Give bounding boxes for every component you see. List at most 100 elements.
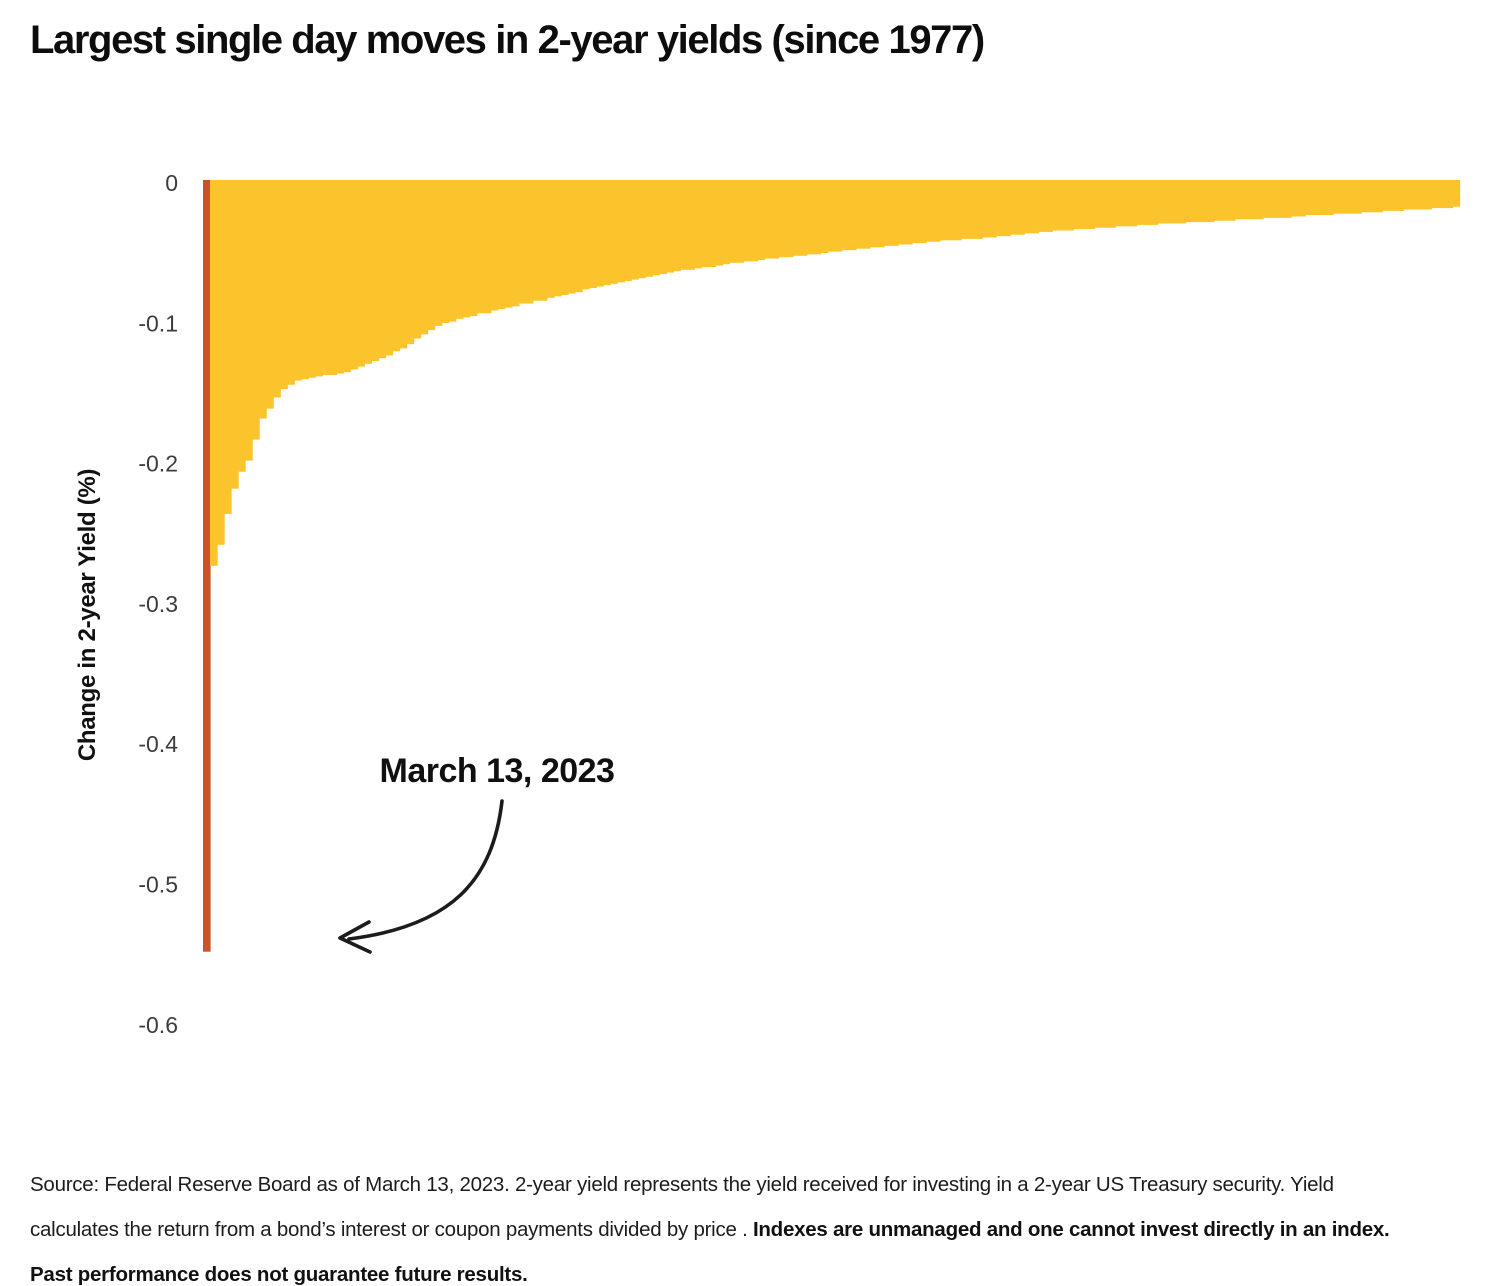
bar: [1150, 180, 1159, 225]
bar: [1220, 180, 1229, 221]
bar: [834, 180, 843, 252]
bar: [539, 180, 548, 301]
bar: [364, 180, 373, 364]
bar: [1403, 180, 1412, 210]
bar: [1213, 180, 1222, 221]
bar: [1122, 180, 1131, 227]
bar: [694, 180, 703, 269]
bar: [1178, 180, 1187, 224]
bar: [1445, 180, 1454, 209]
bar: [434, 180, 443, 326]
bar: [1234, 180, 1243, 220]
bar: [371, 180, 380, 361]
bar: [982, 180, 990, 238]
bar: [687, 180, 695, 270]
bar: [666, 180, 674, 273]
bar: [933, 180, 941, 242]
bar: [575, 180, 583, 293]
bar: [1431, 180, 1440, 209]
bar: [1080, 180, 1089, 230]
bar: [736, 180, 745, 263]
bar: [266, 180, 274, 409]
bar: [1073, 180, 1082, 230]
bar: [1284, 180, 1292, 218]
bar: [294, 180, 302, 381]
bar: [1227, 180, 1236, 221]
bar: [912, 180, 920, 244]
bar: [217, 180, 225, 545]
bar: [876, 180, 885, 248]
bar: [1263, 180, 1271, 218]
bar: [420, 180, 429, 335]
highlighted-bar: [203, 180, 211, 952]
bar: [1017, 180, 1025, 235]
bar: [497, 180, 506, 310]
bar: [1101, 180, 1110, 228]
bar: [1256, 180, 1264, 220]
bar: [336, 180, 344, 374]
bar: [1136, 180, 1145, 225]
bar: [476, 180, 485, 314]
bar: [785, 180, 794, 258]
bar: [673, 180, 681, 272]
bar: [820, 180, 829, 253]
bar: [869, 180, 878, 248]
bar: [947, 180, 955, 241]
bar: [827, 180, 836, 252]
y-tick-label: -0.4: [138, 731, 178, 757]
bar: [883, 180, 892, 246]
bar: [1164, 180, 1173, 224]
bar: [905, 180, 913, 245]
y-axis-tick-labels: 0 -0.1 -0.2 -0.3 -0.4 -0.5 -0.6: [138, 170, 178, 1038]
y-tick-label: -0.1: [138, 310, 178, 336]
bar: [792, 180, 801, 256]
source-note-line2-bold: Indexes are unmanaged and one cannot inv…: [752, 1218, 1390, 1241]
bar: [610, 180, 618, 284]
bar: [287, 180, 295, 385]
bar: [1045, 180, 1054, 232]
bar: [1312, 180, 1320, 216]
bar: [1368, 180, 1376, 213]
bar: [659, 180, 667, 274]
bar: [1031, 180, 1039, 234]
bar: [406, 180, 415, 345]
bar: [1270, 180, 1278, 218]
bar: [280, 180, 288, 389]
bar: [273, 180, 281, 398]
bar: [231, 180, 239, 489]
bar: [378, 180, 387, 359]
bar: [926, 180, 934, 242]
bar: [764, 180, 773, 259]
bar: [841, 180, 850, 251]
bar: [771, 180, 780, 259]
bar: [638, 180, 646, 279]
bar: [561, 180, 569, 295]
bar: [525, 180, 534, 304]
bar: [1291, 180, 1299, 217]
bar: [848, 180, 857, 251]
bar: [1410, 180, 1419, 210]
bar: [413, 180, 422, 339]
bar: [245, 180, 253, 461]
bar: [624, 180, 632, 281]
bar: [968, 180, 976, 239]
bar: [701, 180, 710, 267]
bar: [1192, 180, 1201, 223]
bar: [350, 180, 359, 370]
bar: [343, 180, 352, 373]
bar: [1157, 180, 1166, 224]
bar: [862, 180, 871, 249]
bar: [238, 180, 246, 472]
bar: [315, 180, 323, 377]
bar: [399, 180, 408, 349]
bar: [1010, 180, 1018, 235]
bar: [1396, 180, 1405, 211]
bar: [1326, 180, 1334, 216]
bar: [940, 180, 948, 241]
bar: [1438, 180, 1447, 209]
bar: [301, 180, 309, 380]
bar: [919, 180, 927, 244]
y-tick-label: 0: [165, 170, 178, 196]
bar: [743, 180, 752, 262]
bar-chart: 0 -0.1 -0.2 -0.3 -0.4 -0.5 -0.6 Change in 2-ye…: [74, 170, 1461, 1038]
